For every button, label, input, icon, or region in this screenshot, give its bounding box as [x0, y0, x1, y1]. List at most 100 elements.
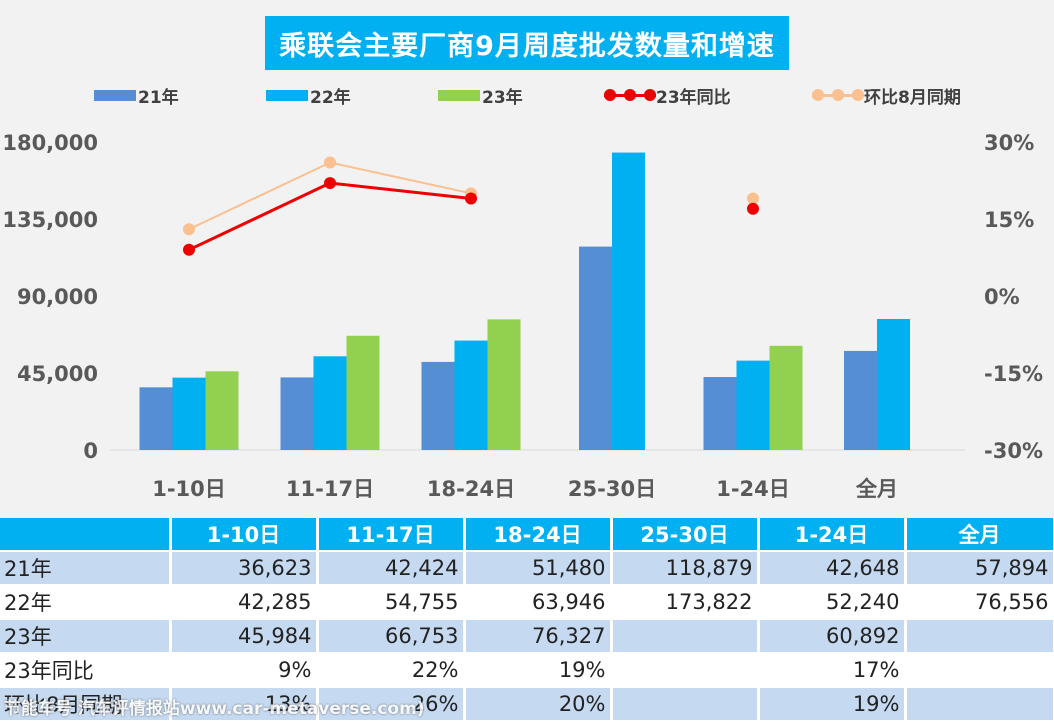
x-tick-label: 1-10日	[152, 477, 226, 501]
bar-22年	[172, 377, 206, 450]
y-right-tick-label: -15%	[984, 362, 1043, 386]
chart-area: 180,000 135,000 90,000 45,000 0 30% 15% 0% -15% -…	[0, 0, 1054, 518]
chart-svg: 180,000 135,000 90,000 45,000 0 30% 15% 0% -15% -…	[2, 131, 1043, 501]
bar-23年	[487, 319, 521, 450]
table-row: 21年 36,623 42,424 51,480 118,879 42,648 …	[0, 551, 1054, 586]
legend-label-23: 23年	[482, 87, 523, 108]
table-cell: 54,755	[317, 585, 466, 620]
table-cell	[905, 619, 1054, 654]
row-label: 环比8月同期	[0, 687, 172, 722]
legend-label-21: 21年	[138, 87, 179, 108]
table-cell: 20%	[464, 687, 613, 722]
bar-21年	[139, 387, 173, 450]
table-header-cell: 11-17日	[317, 518, 466, 552]
table-cell: 17%	[758, 653, 907, 688]
bar-22年	[877, 319, 910, 450]
table-cell: 76,556	[905, 585, 1054, 620]
table-cell: 36,623	[170, 551, 319, 586]
point-23年同比	[324, 177, 336, 190]
table-cell: 60,892	[758, 619, 907, 654]
table-cell: 19%	[464, 653, 613, 688]
table-cell: 57,894	[905, 551, 1054, 586]
point-23年同比	[183, 243, 195, 256]
row-label: 23年同比	[0, 653, 172, 688]
bar-23年	[205, 371, 239, 450]
line-环比8月同期	[188, 161, 472, 231]
x-tick-label: 全月	[855, 477, 898, 501]
legend-label-mom: 环比8月同期	[864, 87, 961, 108]
bar-22年	[612, 152, 645, 451]
point-环比8月同期	[747, 192, 759, 205]
bar-22年	[454, 340, 488, 450]
legend-marker-mom	[812, 88, 864, 102]
legend-swatch-22	[266, 89, 308, 101]
watermark: 节能车号 汽车评情报站www.car-metaverse.com)	[4, 699, 425, 719]
table-header-cell: 25-30日	[611, 518, 760, 552]
table-cell: 51,480	[464, 551, 613, 586]
table-cell	[905, 653, 1054, 688]
x-tick-label: 11-17日	[286, 477, 374, 501]
bar-21年	[421, 361, 455, 450]
table-cell: 118,879	[611, 551, 760, 586]
table-header-cell	[0, 518, 172, 552]
table-cell	[905, 687, 1054, 722]
bar-22年	[736, 360, 770, 450]
point-23年同比	[747, 202, 759, 215]
legend-label-22: 22年	[310, 87, 351, 108]
y-left-tick-label: 135,000	[2, 208, 98, 232]
table-cell	[611, 687, 760, 722]
point-环比8月同期	[183, 223, 195, 236]
table-cell	[611, 653, 760, 688]
bar-21年	[844, 350, 877, 450]
table-cell: 76,327	[464, 619, 613, 654]
x-tick-label: 1-24日	[716, 477, 790, 501]
point-环比8月同期	[324, 156, 336, 169]
legend-item-21: 21年	[94, 83, 179, 108]
table-cell: 42,424	[317, 551, 466, 586]
row-label: 23年	[0, 619, 172, 654]
table-cell: 66,753	[317, 619, 466, 654]
point-23年同比	[465, 192, 477, 205]
legend-swatch-23	[438, 89, 480, 101]
table-cell: 173,822	[611, 585, 760, 620]
y-right-tick-label: 15%	[984, 208, 1034, 232]
row-label: 21年	[0, 551, 172, 586]
table-header-cell: 全月	[905, 518, 1054, 552]
y-right-tick-label: 30%	[984, 131, 1034, 155]
y-left-tick-label: 45,000	[17, 362, 98, 386]
table-cell: 9%	[170, 653, 319, 688]
table-row: 环比8月同期 13% 26% 20% 19%	[0, 687, 1054, 722]
line-23年同比	[188, 181, 472, 252]
table-row: 22年 42,285 54,755 63,946 173,822 52,240 …	[0, 585, 1054, 620]
table-cell: 42,285	[170, 585, 319, 620]
legend-marker-yoy	[604, 88, 656, 102]
table-cell: 45,984	[170, 619, 319, 654]
data-table: 1-10日 11-17日 18-24日 25-30日 1-24日 全月 21年 …	[0, 518, 1054, 722]
legend-item-mom: 环比8月同期	[812, 83, 961, 108]
table-cell: 52,240	[758, 585, 907, 620]
bar-21年	[703, 377, 737, 450]
bar-21年	[579, 246, 612, 450]
y-right-tick-label: 0%	[984, 285, 1020, 309]
legend-label-yoy: 23年同比	[656, 87, 731, 108]
y-left-tick-label: 180,000	[2, 131, 98, 155]
y-left-tick-label: 90,000	[17, 285, 98, 309]
bar-23年	[346, 335, 380, 450]
y-right-tick-label: -30%	[984, 439, 1043, 463]
legend-item-yoy: 23年同比	[604, 83, 731, 108]
table-header-cell: 1-10日	[170, 518, 319, 552]
table-row: 23年 45,984 66,753 76,327 60,892	[0, 619, 1054, 654]
bar-22年	[313, 356, 347, 450]
table-header-cell: 1-24日	[758, 518, 907, 552]
table-cell: 19%	[758, 687, 907, 722]
table-cell: 42,648	[758, 551, 907, 586]
table-cell: 22%	[317, 653, 466, 688]
row-label: 22年	[0, 585, 172, 620]
legend-item-22: 22年	[266, 83, 351, 108]
table-cell: 63,946	[464, 585, 613, 620]
table-header-cell: 18-24日	[464, 518, 613, 552]
y-left-tick-label: 0	[83, 439, 98, 463]
chart-title: 乘联会主要厂商9月周度批发数量和增速	[265, 16, 789, 70]
table-header-row: 1-10日 11-17日 18-24日 25-30日 1-24日 全月	[0, 518, 1054, 552]
